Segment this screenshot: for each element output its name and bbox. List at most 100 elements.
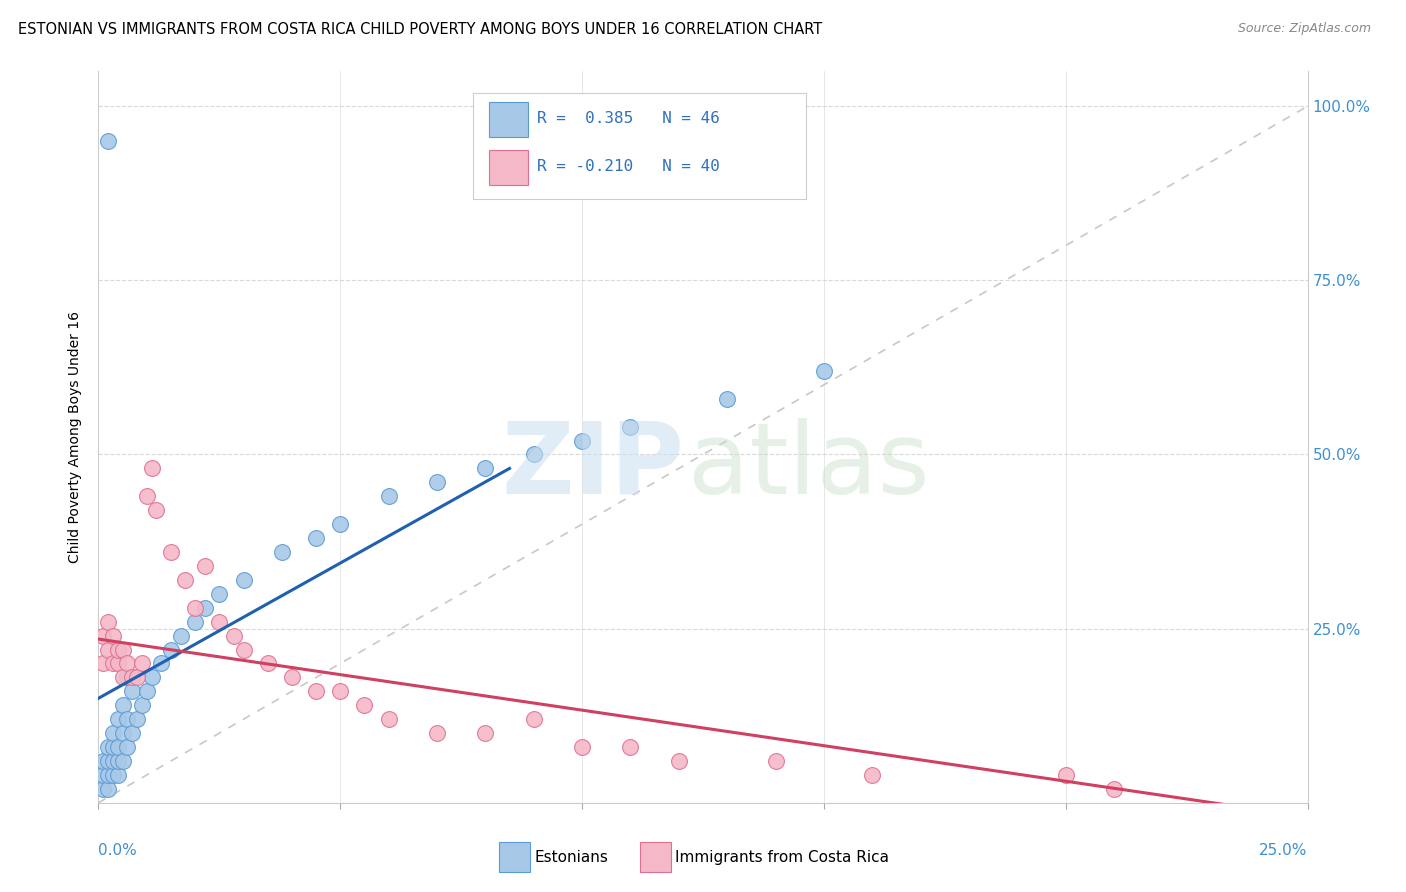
Point	[271, 545, 294, 559]
Point	[571, 740, 593, 755]
Point	[571, 434, 593, 448]
Point	[426, 726, 449, 740]
Point	[329, 517, 352, 532]
Point	[619, 419, 641, 434]
Point	[121, 726, 143, 740]
Point	[860, 768, 883, 782]
Y-axis label: Child Poverty Among Boys Under 16: Child Poverty Among Boys Under 16	[69, 311, 83, 563]
Point	[281, 670, 304, 684]
Point	[305, 531, 328, 545]
Point	[101, 754, 124, 768]
Text: ZIP: ZIP	[502, 417, 685, 515]
Point	[91, 768, 114, 782]
FancyBboxPatch shape	[489, 102, 527, 137]
Point	[101, 740, 124, 755]
Point	[97, 781, 120, 796]
Text: Estonians: Estonians	[534, 850, 609, 864]
Point	[426, 475, 449, 490]
Point	[305, 684, 328, 698]
Point	[232, 573, 254, 587]
Point	[141, 670, 163, 684]
FancyBboxPatch shape	[489, 150, 527, 185]
Point	[107, 712, 129, 726]
Point	[160, 642, 183, 657]
Point	[377, 712, 399, 726]
Point	[107, 642, 129, 657]
Point	[131, 698, 153, 713]
Point	[474, 726, 496, 740]
Point	[208, 587, 231, 601]
Point	[194, 558, 217, 573]
Point	[117, 657, 139, 671]
Point	[150, 657, 173, 671]
Point	[127, 712, 149, 726]
Point	[523, 712, 546, 726]
Point	[619, 740, 641, 755]
Point	[97, 134, 120, 148]
Point	[101, 726, 124, 740]
Point	[121, 670, 143, 684]
Point	[813, 364, 835, 378]
Point	[101, 657, 124, 671]
Point	[111, 726, 134, 740]
Point	[111, 670, 134, 684]
Point	[117, 670, 139, 684]
Point	[523, 448, 546, 462]
Point	[160, 545, 183, 559]
Point	[765, 754, 787, 768]
Point	[97, 754, 120, 768]
Point	[474, 461, 496, 475]
Point	[329, 684, 352, 698]
Point	[668, 754, 690, 768]
Point	[91, 629, 114, 643]
Point	[1054, 768, 1077, 782]
Point	[131, 657, 153, 671]
Point	[1102, 781, 1125, 796]
Point	[111, 698, 134, 713]
Point	[97, 615, 120, 629]
Text: R =  0.385   N = 46: R = 0.385 N = 46	[537, 112, 720, 127]
Point	[91, 781, 114, 796]
Point	[127, 670, 149, 684]
Point	[135, 684, 157, 698]
Point	[377, 489, 399, 503]
Point	[117, 712, 139, 726]
Point	[97, 740, 120, 755]
Text: R = -0.210   N = 40: R = -0.210 N = 40	[537, 159, 720, 174]
Point	[256, 657, 278, 671]
Point	[97, 642, 120, 657]
Point	[107, 740, 129, 755]
Point	[135, 489, 157, 503]
Point	[101, 629, 124, 643]
Text: 0.0%: 0.0%	[98, 843, 138, 858]
Text: atlas: atlas	[689, 417, 931, 515]
Point	[208, 615, 231, 629]
Point	[107, 754, 129, 768]
Text: Immigrants from Costa Rica: Immigrants from Costa Rica	[675, 850, 889, 864]
Point	[111, 754, 134, 768]
Text: ESTONIAN VS IMMIGRANTS FROM COSTA RICA CHILD POVERTY AMONG BOYS UNDER 16 CORRELA: ESTONIAN VS IMMIGRANTS FROM COSTA RICA C…	[18, 22, 823, 37]
Point	[97, 768, 120, 782]
Text: Source: ZipAtlas.com: Source: ZipAtlas.com	[1237, 22, 1371, 36]
Point	[194, 600, 217, 615]
Point	[184, 600, 207, 615]
Point	[353, 698, 375, 713]
FancyBboxPatch shape	[474, 94, 806, 200]
Point	[91, 754, 114, 768]
Point	[222, 629, 245, 643]
Point	[141, 461, 163, 475]
Point	[145, 503, 167, 517]
Point	[184, 615, 207, 629]
Point	[117, 740, 139, 755]
Point	[121, 684, 143, 698]
Point	[107, 657, 129, 671]
Point	[111, 642, 134, 657]
Point	[101, 768, 124, 782]
Point	[91, 657, 114, 671]
Point	[232, 642, 254, 657]
Point	[169, 629, 191, 643]
Point	[716, 392, 738, 406]
Text: 25.0%: 25.0%	[1260, 843, 1308, 858]
Point	[174, 573, 197, 587]
Point	[107, 768, 129, 782]
